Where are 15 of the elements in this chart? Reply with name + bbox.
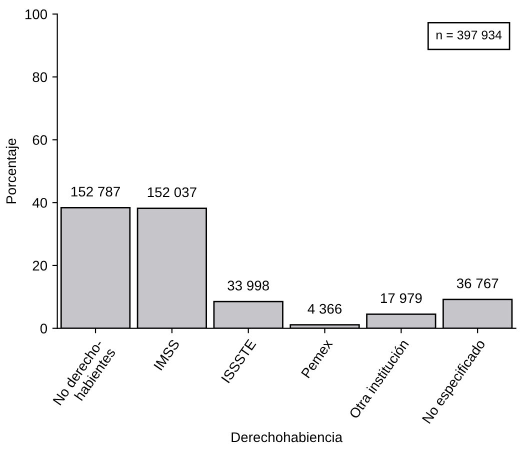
y-axis-title: Porcentaje <box>6 138 19 204</box>
y-tick-label: 40 <box>32 198 48 208</box>
annotation: 33 998 <box>228 280 269 291</box>
annotation: n = 397 934 <box>436 30 502 40</box>
x-axis-title: Derechohabiencia <box>232 432 343 442</box>
annotation: 152 037 <box>148 187 196 198</box>
y-tick-label: 20 <box>32 260 48 271</box>
y-tick-label: 100 <box>25 9 48 20</box>
annotation: 36 767 <box>456 278 498 288</box>
y-tick-label: 80 <box>32 72 48 82</box>
annotation: 17 979 <box>380 293 422 304</box>
y-tick-label: 0 <box>40 324 48 334</box>
y-tick-label: 60 <box>32 135 48 145</box>
annotation: 152 787 <box>71 186 120 197</box>
annotation: 4 366 <box>308 304 342 314</box>
